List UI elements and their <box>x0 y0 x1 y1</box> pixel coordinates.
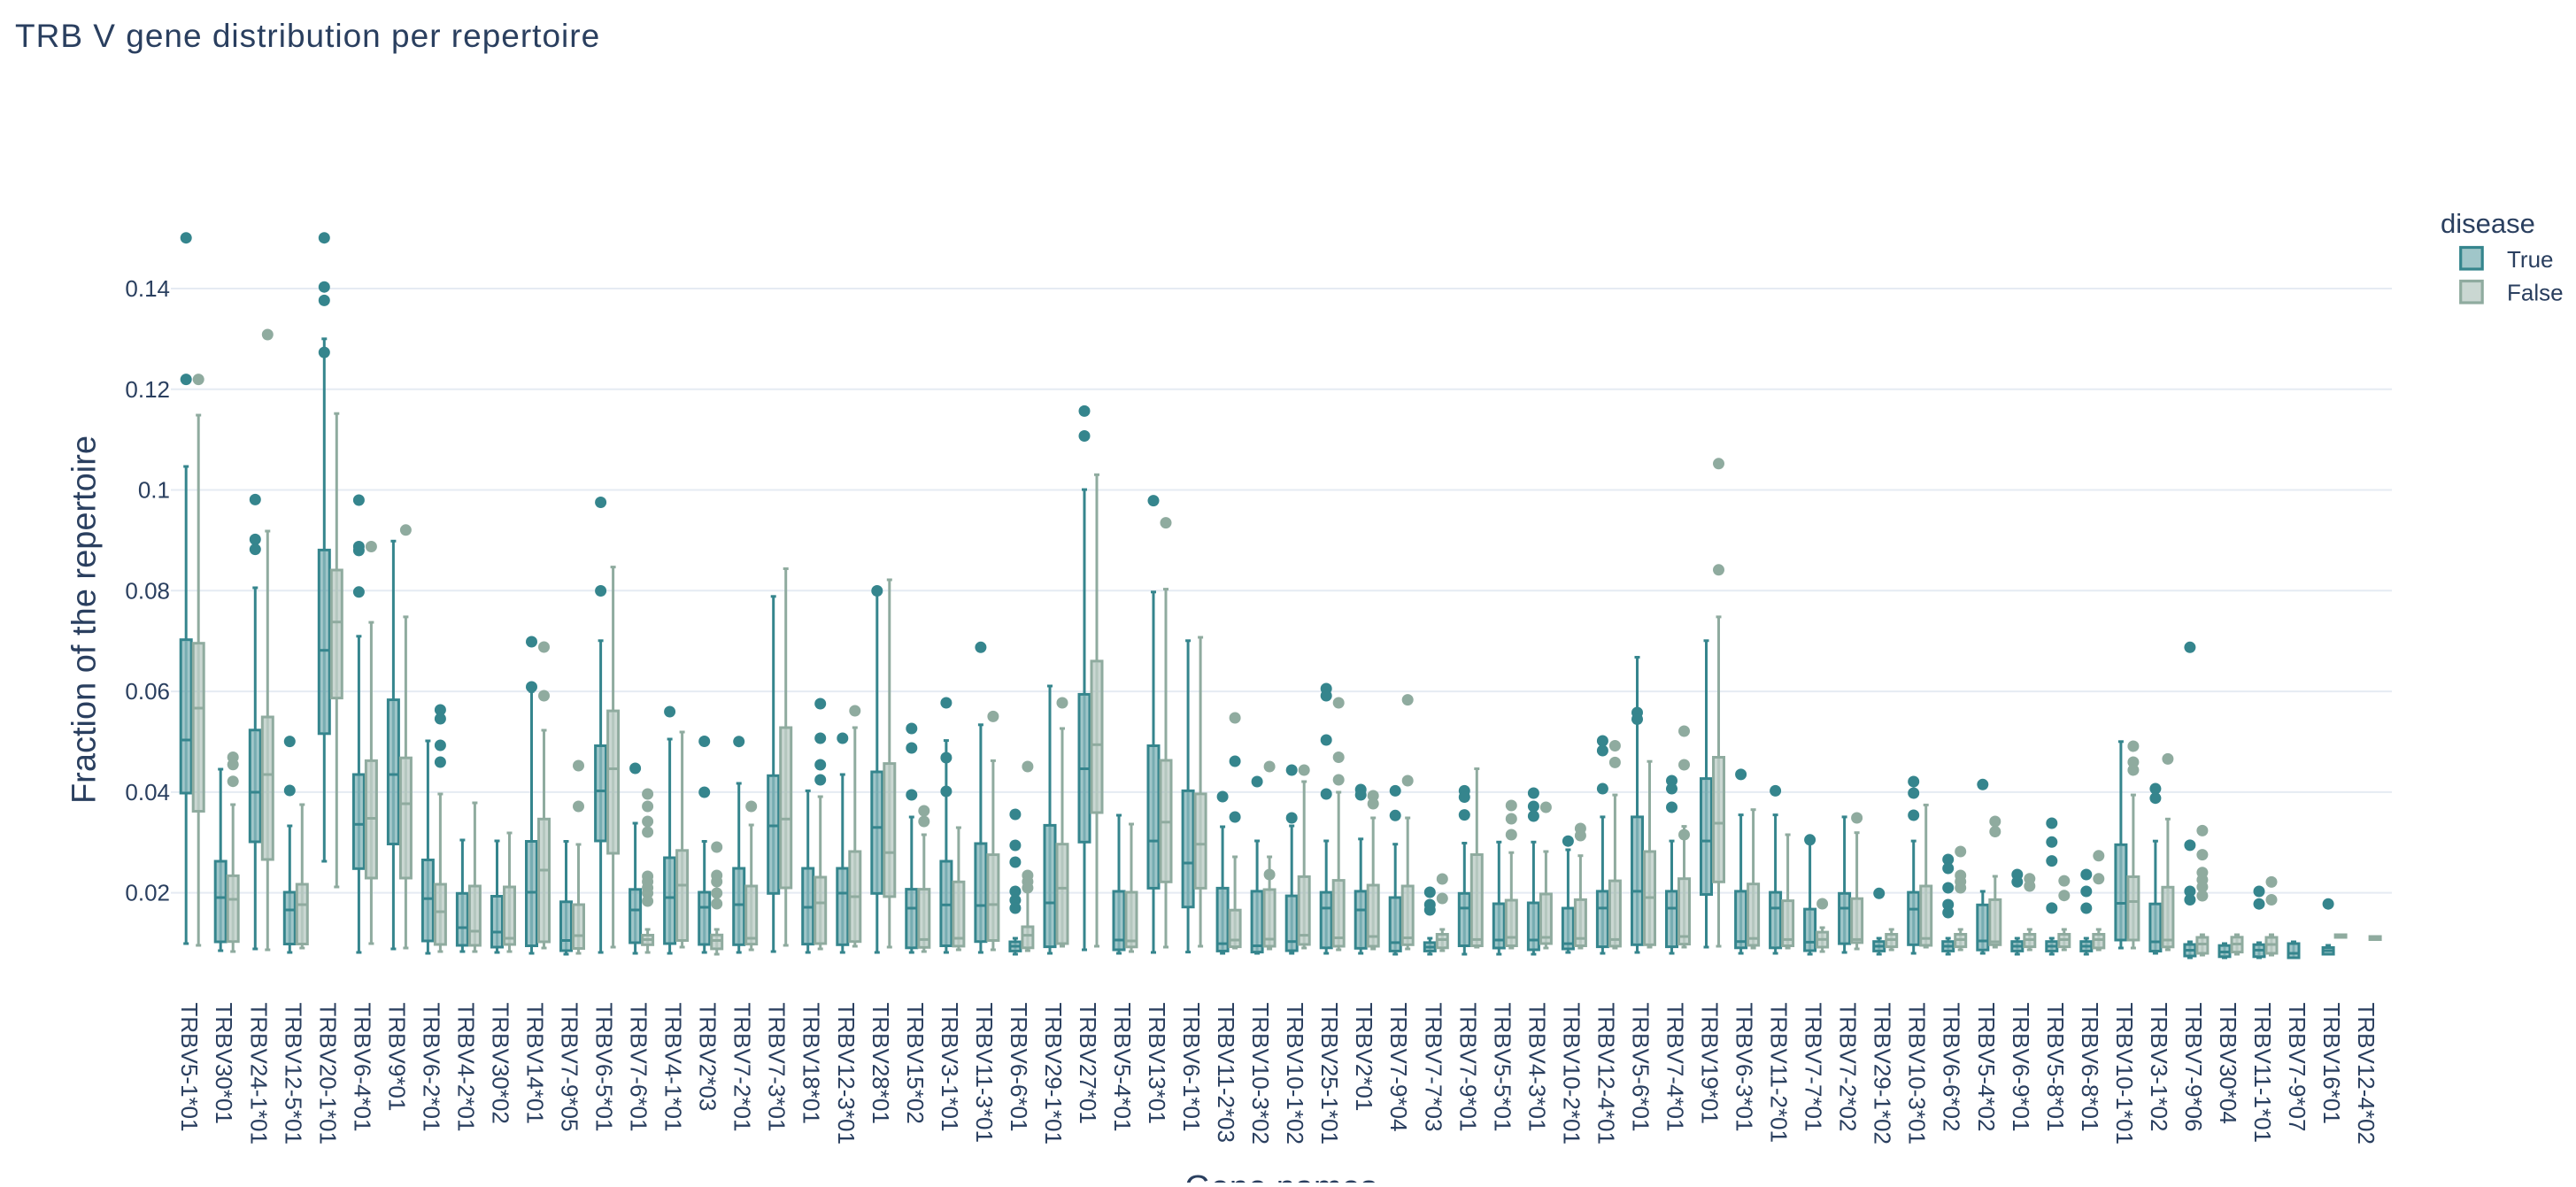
svg-text:0.1: 0.1 <box>138 477 170 504</box>
svg-text:TRBV4-2*01: TRBV4-2*01 <box>452 1003 479 1132</box>
svg-text:TRBV15*02: TRBV15*02 <box>902 1003 929 1124</box>
svg-text:TRBV6-4*01: TRBV6-4*01 <box>349 1003 375 1132</box>
svg-text:TRBV5-4*01: TRBV5-4*01 <box>1109 1003 1136 1132</box>
svg-text:TRBV4-1*01: TRBV4-1*01 <box>660 1003 687 1132</box>
svg-text:TRBV3-1*01: TRBV3-1*01 <box>937 1003 963 1132</box>
svg-text:TRBV7-7*03: TRBV7-7*03 <box>1420 1003 1446 1132</box>
svg-text:TRBV29-1*01: TRBV29-1*01 <box>1040 1003 1067 1145</box>
svg-text:TRBV7-9*01: TRBV7-9*01 <box>1454 1003 1481 1132</box>
svg-text:TRBV7-2*01: TRBV7-2*01 <box>729 1003 756 1132</box>
svg-text:TRBV11-2*03: TRBV11-2*03 <box>1213 1003 1239 1144</box>
svg-text:TRBV16*01: TRBV16*01 <box>2318 1003 2345 1124</box>
svg-text:TRBV10-3*01: TRBV10-3*01 <box>1904 1003 1931 1145</box>
svg-text:TRBV5-4*02: TRBV5-4*02 <box>1973 1003 2000 1132</box>
svg-text:Fraction of the repertoire: Fraction of the repertoire <box>66 435 104 804</box>
svg-text:TRBV12-4*02: TRBV12-4*02 <box>2353 1003 2379 1145</box>
svg-text:TRBV6-5*01: TRBV6-5*01 <box>591 1003 618 1132</box>
svg-text:TRBV10-2*01: TRBV10-2*01 <box>1558 1003 1585 1145</box>
svg-text:TRBV2*03: TRBV2*03 <box>695 1003 721 1112</box>
svg-text:TRBV30*02: TRBV30*02 <box>488 1003 514 1124</box>
svg-text:TRBV20-1*01: TRBV20-1*01 <box>314 1003 341 1145</box>
svg-text:TRBV29-1*02: TRBV29-1*02 <box>1870 1003 1896 1145</box>
svg-text:TRBV7-6*01: TRBV7-6*01 <box>626 1003 652 1132</box>
svg-text:TRBV7-2*02: TRBV7-2*02 <box>1835 1003 1862 1132</box>
svg-text:0.08: 0.08 <box>125 577 170 604</box>
svg-text:TRBV2*01: TRBV2*01 <box>1351 1003 1377 1112</box>
svg-text:TRBV4-3*01: TRBV4-3*01 <box>1523 1003 1550 1132</box>
svg-text:TRBV30*04: TRBV30*04 <box>2215 1003 2241 1124</box>
svg-text:TRBV7-9*05: TRBV7-9*05 <box>557 1003 583 1132</box>
svg-text:TRBV6-6*01: TRBV6-6*01 <box>1006 1003 1032 1132</box>
svg-text:TRBV12-5*01: TRBV12-5*01 <box>280 1003 306 1145</box>
svg-text:TRBV11-2*01: TRBV11-2*01 <box>1766 1003 1793 1144</box>
svg-text:TRBV5-5*01: TRBV5-5*01 <box>1489 1003 1516 1132</box>
svg-text:TRBV5-6*01: TRBV5-6*01 <box>1628 1003 1654 1132</box>
svg-text:TRBV6-2*01: TRBV6-2*01 <box>418 1003 444 1132</box>
svg-text:TRBV7-4*01: TRBV7-4*01 <box>1662 1003 1689 1132</box>
svg-text:TRBV14*01: TRBV14*01 <box>522 1003 549 1124</box>
svg-text:TRB V gene distribution per re: TRB V gene distribution per repertoire <box>15 18 600 54</box>
svg-text:TRBV6-6*02: TRBV6-6*02 <box>1939 1003 1965 1132</box>
svg-text:TRBV7-9*07: TRBV7-9*07 <box>2284 1003 2310 1132</box>
svg-text:TRBV19*01: TRBV19*01 <box>1697 1003 1724 1124</box>
svg-text:TRBV9*01: TRBV9*01 <box>383 1003 410 1112</box>
svg-text:True: True <box>2507 246 2554 273</box>
svg-text:TRBV11-1*01: TRBV11-1*01 <box>2249 1003 2276 1144</box>
svg-text:0.04: 0.04 <box>125 779 170 805</box>
svg-text:TRBV6-3*01: TRBV6-3*01 <box>1731 1003 1758 1132</box>
svg-text:TRBV27*01: TRBV27*01 <box>1075 1003 1101 1124</box>
svg-text:TRBV12-4*01: TRBV12-4*01 <box>1593 1003 1619 1145</box>
svg-text:TRBV12-3*01: TRBV12-3*01 <box>833 1003 860 1145</box>
svg-text:TRBV6-1*01: TRBV6-1*01 <box>1178 1003 1205 1132</box>
svg-text:TRBV6-9*01: TRBV6-9*01 <box>2008 1003 2034 1132</box>
svg-text:TRBV24-1*01: TRBV24-1*01 <box>245 1003 272 1145</box>
svg-text:TRBV13*01: TRBV13*01 <box>1144 1003 1170 1124</box>
svg-text:TRBV18*01: TRBV18*01 <box>798 1003 825 1124</box>
svg-text:0.14: 0.14 <box>125 275 170 302</box>
svg-text:disease: disease <box>2441 208 2535 239</box>
svg-text:TRBV28*01: TRBV28*01 <box>868 1003 894 1124</box>
svg-text:TRBV7-9*04: TRBV7-9*04 <box>1385 1003 1412 1132</box>
svg-text:TRBV5-8*01: TRBV5-8*01 <box>2042 1003 2069 1132</box>
svg-text:0.12: 0.12 <box>125 376 170 403</box>
svg-text:TRBV10-1*02: TRBV10-1*02 <box>1282 1003 1308 1145</box>
svg-text:TRBV7-9*06: TRBV7-9*06 <box>2180 1003 2207 1132</box>
svg-text:False: False <box>2507 280 2564 306</box>
svg-text:TRBV6-8*01: TRBV6-8*01 <box>2077 1003 2103 1132</box>
svg-text:TRBV7-7*01: TRBV7-7*01 <box>1801 1003 1827 1132</box>
svg-text:Gene names: Gene names <box>1184 1169 1377 1183</box>
svg-text:TRBV30*01: TRBV30*01 <box>211 1003 237 1124</box>
svg-text:0.02: 0.02 <box>125 880 170 906</box>
svg-text:TRBV10-3*02: TRBV10-3*02 <box>1247 1003 1274 1145</box>
svg-text:0.06: 0.06 <box>125 678 170 705</box>
svg-text:TRBV11-3*01: TRBV11-3*01 <box>971 1003 998 1144</box>
svg-text:TRBV7-3*01: TRBV7-3*01 <box>764 1003 791 1132</box>
svg-text:TRBV25-1*01: TRBV25-1*01 <box>1316 1003 1343 1145</box>
svg-text:TRBV10-1*01: TRBV10-1*01 <box>2111 1003 2138 1145</box>
svg-text:TRBV3-1*02: TRBV3-1*02 <box>2146 1003 2172 1132</box>
svg-text:TRBV5-1*01: TRBV5-1*01 <box>176 1003 203 1132</box>
